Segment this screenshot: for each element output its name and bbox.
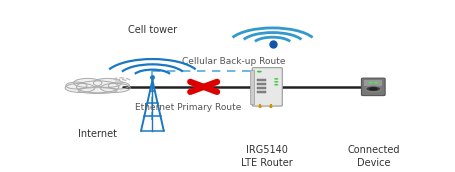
FancyBboxPatch shape	[256, 87, 265, 89]
Ellipse shape	[76, 81, 119, 93]
FancyBboxPatch shape	[364, 80, 381, 85]
Circle shape	[368, 82, 372, 83]
Circle shape	[273, 81, 278, 83]
Circle shape	[273, 78, 278, 80]
FancyBboxPatch shape	[361, 78, 384, 96]
Ellipse shape	[93, 78, 121, 87]
Ellipse shape	[66, 82, 87, 89]
FancyBboxPatch shape	[256, 91, 265, 93]
Text: Ethernet Primary Route: Ethernet Primary Route	[134, 103, 240, 112]
FancyBboxPatch shape	[256, 83, 265, 85]
FancyBboxPatch shape	[249, 70, 253, 104]
FancyBboxPatch shape	[256, 79, 265, 81]
Text: IRG5140
LTE Router: IRG5140 LTE Router	[241, 145, 293, 168]
Circle shape	[273, 84, 278, 85]
Text: Cell tower: Cell tower	[127, 25, 177, 35]
Circle shape	[365, 86, 380, 92]
Circle shape	[373, 82, 377, 83]
Circle shape	[256, 71, 261, 73]
Ellipse shape	[100, 83, 130, 92]
Circle shape	[368, 87, 377, 91]
Circle shape	[268, 106, 273, 108]
Ellipse shape	[73, 78, 101, 87]
Text: Connected
Device: Connected Device	[346, 145, 399, 168]
Text: Cellular Back-up Route: Cellular Back-up Route	[182, 57, 285, 66]
Circle shape	[258, 106, 262, 108]
Ellipse shape	[108, 82, 129, 89]
Text: Internet: Internet	[78, 129, 117, 139]
Ellipse shape	[78, 88, 117, 93]
Ellipse shape	[65, 83, 95, 92]
FancyBboxPatch shape	[252, 68, 282, 106]
